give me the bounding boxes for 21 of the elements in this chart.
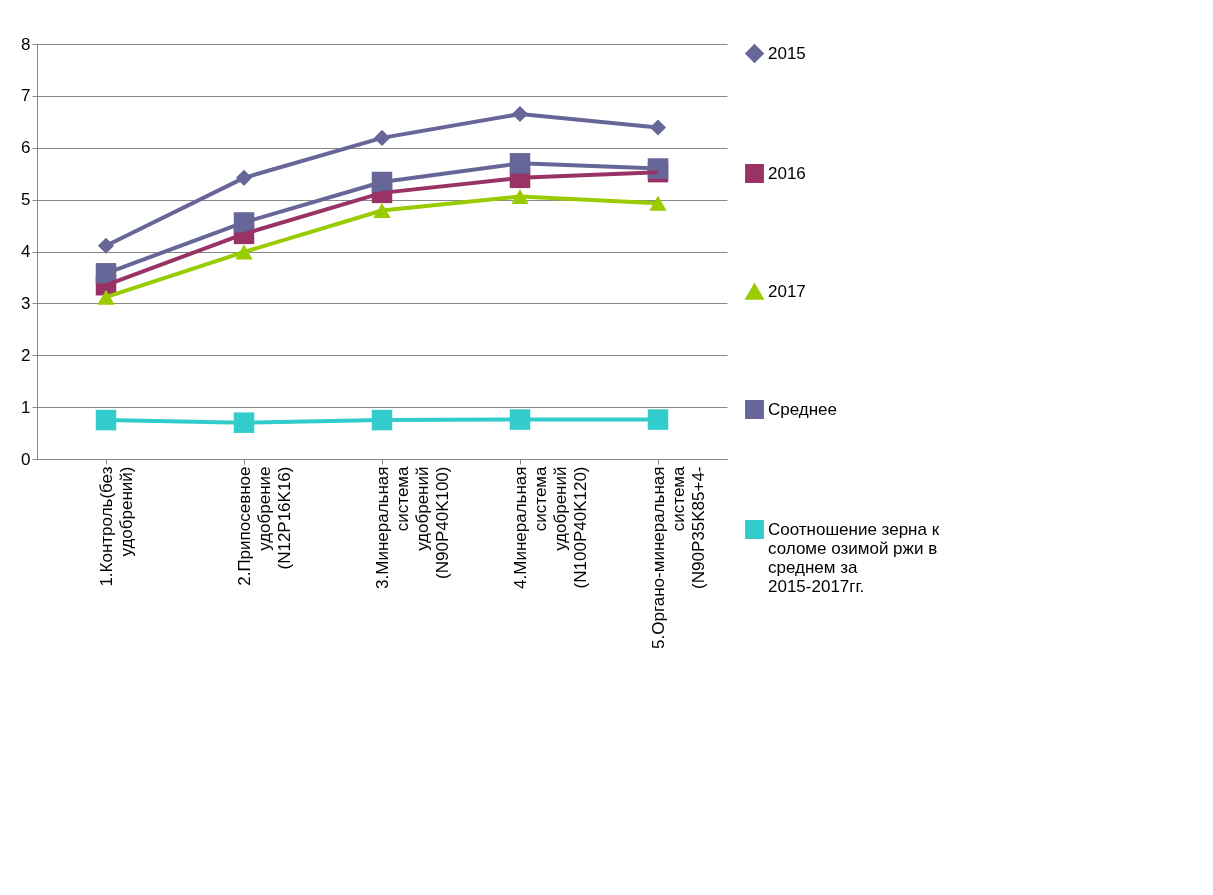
x-tick-label: 2.Припосевное удобрение (N12P16K16) — [234, 466, 294, 586]
legend-label: 2015 — [768, 43, 806, 63]
legend-label: 2017 — [768, 281, 806, 301]
y-tick-label: 4 — [21, 242, 31, 261]
point — [97, 289, 115, 305]
point — [647, 409, 669, 430]
legend-label: Соотношение зерна к соломе озимой ржи в среднем за 2015-2017гг. — [768, 519, 940, 596]
x-tick-label: 4.Минеральная система удобрений (N100P40K120) — [510, 465, 590, 589]
y-tick-label: 3 — [21, 293, 31, 313]
point — [649, 195, 667, 211]
x-tick-label: 3.Минеральная система удобрений (N90P40K100) — [372, 465, 452, 589]
legend-label: 2016 — [768, 163, 806, 183]
y-tick-label: 0 — [21, 449, 31, 469]
x-tick-label: 1.Контроль(без удобрений) — [96, 466, 136, 587]
y-tick-label: 2 — [21, 345, 31, 365]
y-tick-label: 8 — [21, 34, 31, 54]
legend-label: Среднее — [768, 399, 838, 419]
y-tick-label: 7 — [21, 86, 31, 106]
y-tick-label: 1 — [21, 397, 31, 417]
y-tick-label: 6 — [21, 138, 31, 158]
y-tick-label: 5 — [21, 190, 31, 210]
